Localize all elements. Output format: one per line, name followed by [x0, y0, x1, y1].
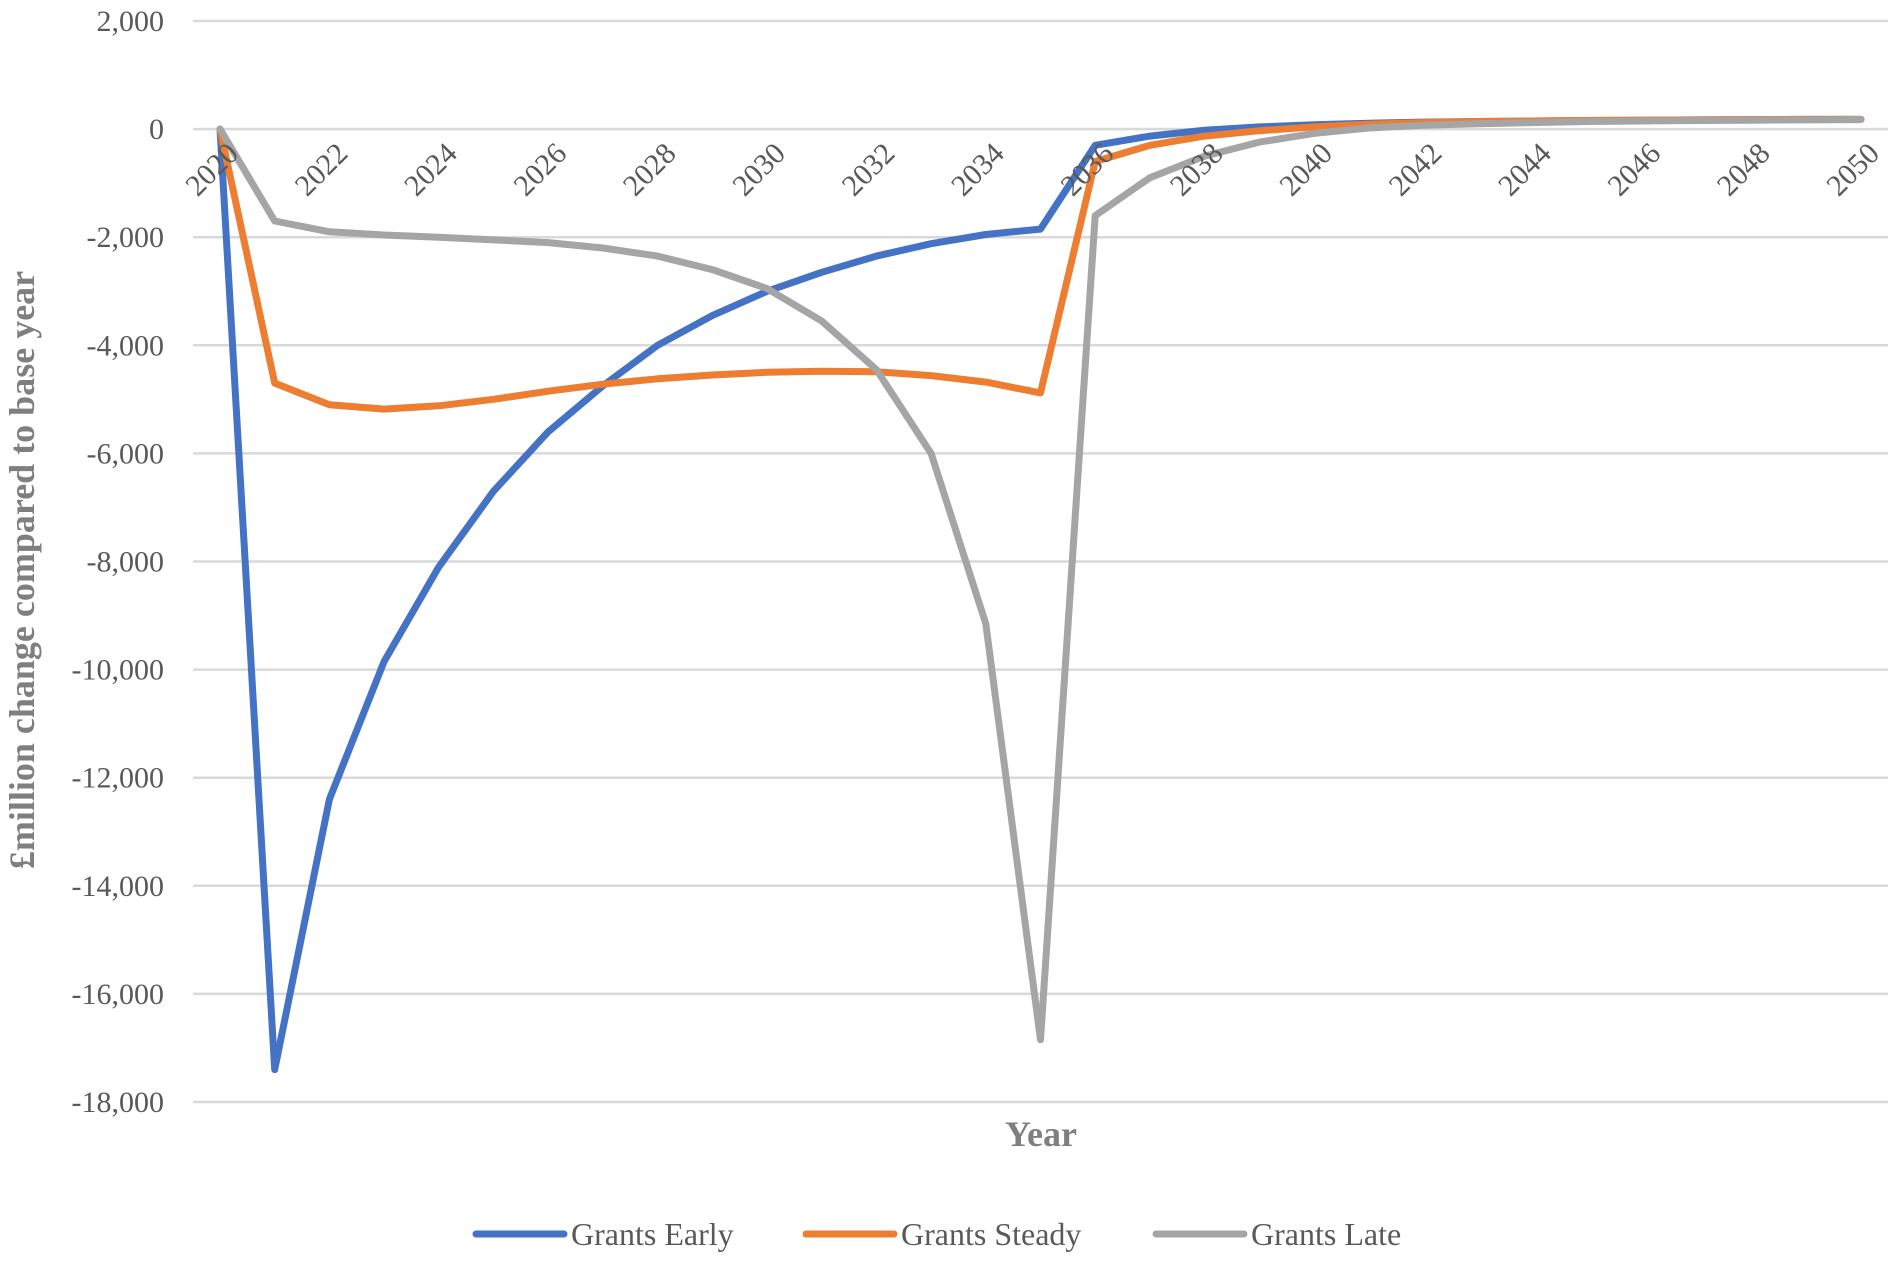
- y-tick-label: -16,000: [72, 978, 165, 1011]
- x-tick-label: 2032: [836, 137, 902, 203]
- legend-label: Grants Early: [571, 1216, 734, 1252]
- x-tick-label: 2024: [398, 137, 464, 203]
- legend-label: Grants Late: [1251, 1216, 1401, 1252]
- y-tick-label: 0: [149, 113, 164, 146]
- x-tick-label: 2038: [1164, 137, 1230, 203]
- y-tick-label: -18,000: [72, 1086, 165, 1119]
- y-tick-label: -8,000: [87, 546, 165, 579]
- x-tick-label: 2040: [1273, 137, 1339, 203]
- y-tick-label: -2,000: [87, 221, 165, 254]
- y-tick-label: -14,000: [72, 870, 165, 903]
- y-tick-label: -6,000: [87, 437, 165, 470]
- x-axis-ticks: 2020 2022 2024 2026 2028 2030 2032 2034 2036 2038…: [179, 137, 1886, 203]
- series-line-grants-early: [216, 115, 1865, 1074]
- x-tick-label: 2048: [1711, 137, 1777, 203]
- x-tick-label: 2042: [1383, 137, 1449, 203]
- x-tick-label: 2030: [726, 137, 792, 203]
- y-tick-label: -10,000: [72, 654, 165, 687]
- y-tick-label: -12,000: [72, 762, 165, 795]
- x-tick-label: 2050: [1820, 137, 1886, 203]
- x-tick-label: 2028: [617, 137, 683, 203]
- legend: Grants Early Grants Steady Grants Late: [472, 1216, 1401, 1252]
- x-axis-title: Year: [1005, 1114, 1077, 1154]
- series-lines: [216, 115, 1865, 1074]
- y-axis-ticks: 2,000 0 -2,000 -4,000 -6,000 -8,000 -10,000 -12…: [72, 5, 165, 1119]
- y-axis-title: £million change compared to base year: [2, 271, 42, 869]
- legend-label: Grants Steady: [901, 1216, 1081, 1252]
- x-tick-label: 2044: [1492, 137, 1558, 203]
- x-tick-label: 2034: [945, 137, 1011, 203]
- series-line-grants-steady: [216, 115, 1865, 413]
- y-tick-label: 2,000: [97, 5, 165, 38]
- y-tick-label: -4,000: [87, 329, 165, 362]
- x-tick-label: 2046: [1601, 137, 1667, 203]
- series-line-grants-late: [216, 116, 1865, 1044]
- x-tick-label: 2022: [289, 137, 355, 203]
- x-tick-label: 2026: [507, 137, 573, 203]
